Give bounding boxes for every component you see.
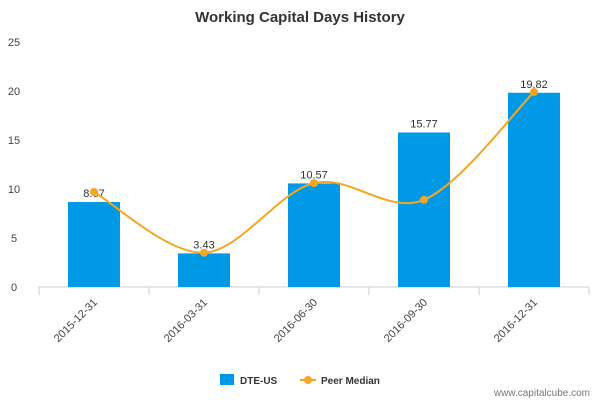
x-tick-label: 2016-03-31: [162, 297, 210, 345]
legend: DTE-US Peer Median: [220, 374, 380, 387]
y-tick-label: 5: [11, 233, 17, 245]
y-tick-label: 10: [8, 184, 20, 196]
legend-swatch-dot: [304, 376, 312, 384]
data-label: 10.57: [300, 169, 328, 181]
bar: [508, 92, 560, 287]
bar: [178, 253, 230, 287]
data-label: 19.82: [520, 79, 548, 91]
line-point: [90, 187, 98, 196]
legend-label-line: Peer Median: [321, 376, 380, 387]
bar-series: [68, 92, 560, 287]
bar: [68, 202, 120, 287]
x-tick-label: 2016-09-30: [382, 297, 430, 345]
legend-swatch-bar: [220, 374, 234, 385]
data-label: 3.43: [193, 239, 214, 251]
y-tick-label: 25: [8, 37, 20, 49]
bar: [398, 132, 450, 287]
line-point: [530, 87, 538, 96]
data-label: 15.77: [410, 118, 438, 130]
legend-label-bar: DTE-US: [240, 376, 278, 387]
chart-title: Working Capital Days History: [195, 9, 405, 26]
y-tick-label: 20: [8, 86, 20, 98]
line-point: [200, 248, 208, 257]
x-tick-label: 2015-12-31: [52, 297, 100, 345]
x-tick-label: 2016-06-30: [272, 297, 320, 345]
watermark: www.capitalcube.com: [493, 388, 590, 399]
y-axis: 0 5 10 15 20 25: [8, 37, 20, 294]
line-point: [420, 195, 428, 204]
y-tick-label: 15: [8, 135, 20, 147]
bar: [288, 183, 340, 287]
y-tick-label: 0: [11, 282, 17, 294]
line-series: [90, 87, 538, 257]
x-axis: 2015-12-31 2016-03-31 2016-06-30 2016-09-30…: [38, 286, 590, 345]
line-point: [310, 179, 318, 188]
x-tick-label: 2016-12-31: [492, 297, 540, 345]
